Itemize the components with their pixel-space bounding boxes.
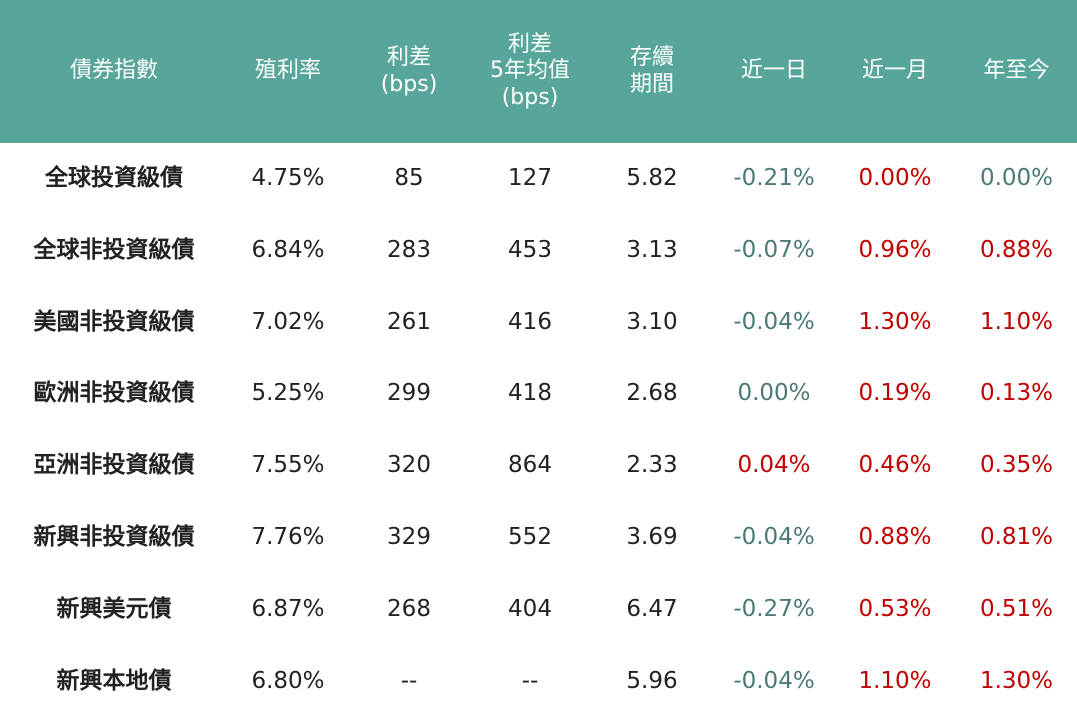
change-cell: 0.19% <box>858 380 932 407</box>
value-cell: 5.96 <box>626 667 678 694</box>
header-text: 利差 <box>507 31 552 57</box>
header-cell: 近一日 <box>714 58 834 84</box>
table-row: 亞洲非投資級債 7.55% 320 864 2.33 0.04% 0.46% 0.35% <box>0 430 1077 502</box>
table-row: 歐洲非投資級債 5.25% 299 418 2.68 0.00% 0.19% 0.13% <box>0 358 1077 430</box>
header-cell: 近一月 <box>834 58 956 84</box>
change-cell: 0.53% <box>858 595 932 622</box>
index-name: 全球投資級債 <box>45 165 183 192</box>
header-text: 殖利率 <box>254 58 321 84</box>
header-text: 利差 <box>386 45 431 71</box>
change-cell: 0.00% <box>979 165 1054 192</box>
header-row: 債券指數 殖利率 利差 (bps) 利差 5年均值 (bps) 存續 期間 近一日 近一月 年至今 <box>0 0 1077 143</box>
table-row: 新興美元債 6.87% 268 404 6.47 -0.27% 0.53% 0.51% <box>0 574 1077 646</box>
header-cell: 債券指數 <box>0 58 228 84</box>
value-cell: 416 <box>508 308 552 335</box>
value-cell: 127 <box>508 165 552 192</box>
header-text: (bps) <box>380 71 438 97</box>
value-cell: 6.84% <box>251 236 325 263</box>
header-text: 年至今 <box>983 58 1050 84</box>
index-name: 新興本地債 <box>56 667 172 694</box>
header-cell: 利差 5年均值 (bps) <box>470 32 590 111</box>
index-name: 新興非投資級債 <box>33 524 195 551</box>
change-cell: -0.04% <box>733 308 815 335</box>
table-row: 新興本地債 6.80% -- -- 5.96 -0.04% 1.10% 1.30% <box>0 646 1077 718</box>
value-cell: 3.10 <box>626 308 678 335</box>
change-cell: -0.04% <box>733 524 815 551</box>
value-cell: 552 <box>508 524 552 551</box>
change-cell: 0.81% <box>979 524 1054 551</box>
value-cell: 6.80% <box>251 667 325 694</box>
value-cell: -- <box>521 667 539 694</box>
value-cell: 6.87% <box>251 595 325 622</box>
change-cell: -0.07% <box>733 236 815 263</box>
index-name: 全球非投資級債 <box>33 236 195 263</box>
value-cell: 453 <box>508 236 552 263</box>
header-text: 債券指數 <box>69 58 158 84</box>
value-cell: 3.13 <box>626 236 678 263</box>
value-cell: -- <box>400 667 418 694</box>
index-name: 亞洲非投資級債 <box>33 452 195 479</box>
change-cell: 0.96% <box>858 236 932 263</box>
change-cell: 0.04% <box>737 452 811 479</box>
table-row: 美國非投資級債 7.02% 261 416 3.10 -0.04% 1.30% 1.10% <box>0 287 1077 359</box>
change-cell: 1.30% <box>979 667 1054 694</box>
value-cell: 5.25% <box>251 380 325 407</box>
header-text: (bps) <box>501 84 559 110</box>
change-cell: -0.04% <box>733 667 815 694</box>
value-cell: 864 <box>508 452 552 479</box>
table-row: 全球非投資級債 6.84% 283 453 3.13 -0.07% 0.96% 0.88% <box>0 215 1077 287</box>
value-cell: 268 <box>387 595 431 622</box>
value-cell: 261 <box>387 308 431 335</box>
value-cell: 2.68 <box>626 380 678 407</box>
change-cell: 0.51% <box>979 595 1054 622</box>
value-cell: 7.76% <box>251 524 325 551</box>
table-row: 全球投資級債 4.75% 85 127 5.82 -0.21% 0.00% 0.00% <box>0 143 1077 215</box>
header-text: 5年均值 <box>490 58 570 84</box>
change-cell: 1.10% <box>858 667 932 694</box>
change-cell: 0.13% <box>979 380 1054 407</box>
change-cell: 0.88% <box>979 236 1054 263</box>
change-cell: 0.35% <box>979 452 1054 479</box>
value-cell: 329 <box>387 524 431 551</box>
table-row: 新興非投資級債 7.76% 329 552 3.69 -0.04% 0.88% 0.81% <box>0 502 1077 574</box>
change-cell: -0.27% <box>733 595 815 622</box>
value-cell: 3.69 <box>626 524 678 551</box>
header-cell: 殖利率 <box>228 58 348 84</box>
header-text: 近一月 <box>861 58 928 84</box>
value-cell: 4.75% <box>251 165 325 192</box>
change-cell: 1.10% <box>979 308 1054 335</box>
change-cell: 1.30% <box>858 308 932 335</box>
value-cell: 5.82 <box>626 165 678 192</box>
value-cell: 7.55% <box>251 452 325 479</box>
value-cell: 2.33 <box>626 452 678 479</box>
header-text: 存續 <box>629 45 674 71</box>
header-cell: 存續 期間 <box>590 45 714 98</box>
value-cell: 299 <box>387 380 431 407</box>
value-cell: 418 <box>508 380 552 407</box>
index-name: 歐洲非投資級債 <box>33 380 195 407</box>
value-cell: 404 <box>508 595 552 622</box>
value-cell: 6.47 <box>626 595 678 622</box>
value-cell: 85 <box>394 165 424 192</box>
header-cell: 利差 (bps) <box>348 45 470 98</box>
change-cell: 0.46% <box>858 452 932 479</box>
change-cell: 0.00% <box>737 380 811 407</box>
index-name: 新興美元債 <box>56 595 172 622</box>
value-cell: 320 <box>387 452 431 479</box>
change-cell: -0.21% <box>733 165 815 192</box>
index-name: 美國非投資級債 <box>33 308 195 335</box>
value-cell: 7.02% <box>251 308 325 335</box>
header-text: 近一日 <box>740 58 807 84</box>
change-cell: 0.88% <box>858 524 932 551</box>
value-cell: 283 <box>387 236 431 263</box>
header-cell: 年至今 <box>956 58 1077 84</box>
change-cell: 0.00% <box>858 165 932 192</box>
header-text: 期間 <box>629 71 674 97</box>
